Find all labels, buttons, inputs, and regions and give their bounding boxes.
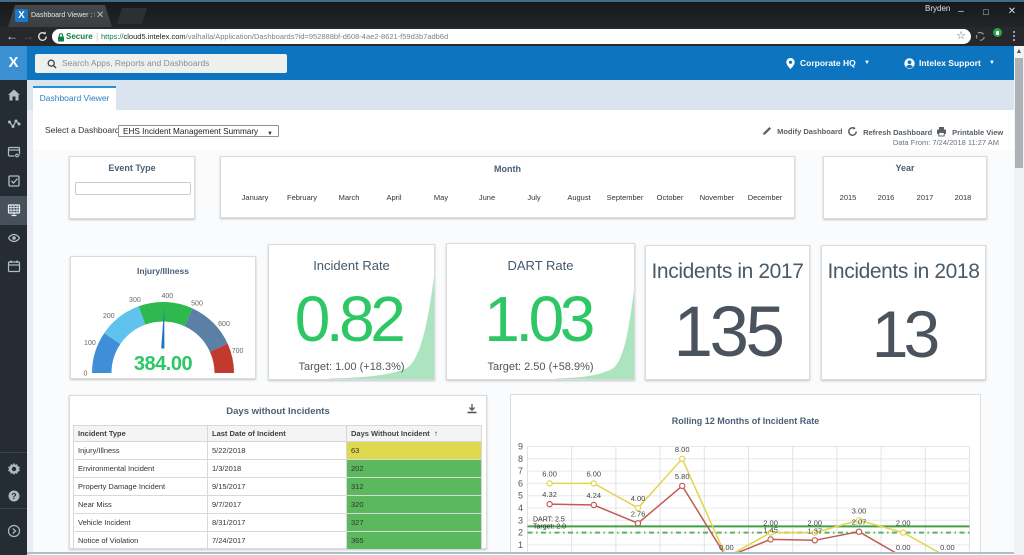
svg-text:0: 0 (84, 371, 88, 378)
svg-text:7: 7 (518, 466, 523, 476)
svg-text:?: ? (11, 491, 16, 501)
svg-text:0.00: 0.00 (940, 543, 955, 552)
svg-text:2.76: 2.76 (631, 509, 646, 518)
svg-text:1.37: 1.37 (807, 526, 822, 535)
svg-text:2.00: 2.00 (807, 519, 822, 528)
svg-text:0.00: 0.00 (896, 543, 911, 552)
svg-text:1: 1 (518, 540, 523, 550)
svg-text:6.00: 6.00 (542, 469, 557, 478)
svg-text:0.00: 0.00 (719, 543, 734, 552)
svg-text:8: 8 (518, 454, 523, 464)
svg-text:Target: 2.0: Target: 2.0 (533, 524, 566, 531)
svg-text:4.00: 4.00 (631, 494, 646, 503)
svg-text:DART: 2.5: DART: 2.5 (533, 517, 565, 524)
svg-text:2.00: 2.00 (896, 519, 911, 528)
svg-text:5.80: 5.80 (675, 472, 690, 481)
svg-text:2.00: 2.00 (763, 519, 778, 528)
svg-text:6: 6 (518, 478, 523, 488)
svg-text:700: 700 (232, 348, 244, 355)
svg-text:200: 200 (103, 313, 115, 320)
svg-text:6.00: 6.00 (586, 469, 601, 478)
svg-text:300: 300 (129, 297, 141, 304)
svg-text:100: 100 (84, 340, 96, 347)
svg-text:4.24: 4.24 (586, 491, 601, 500)
svg-text:3: 3 (518, 515, 523, 525)
svg-text:5: 5 (518, 491, 523, 501)
svg-text:2.07: 2.07 (852, 518, 867, 527)
svg-text:4: 4 (518, 503, 523, 513)
svg-text:3.00: 3.00 (852, 506, 867, 515)
svg-text:600: 600 (218, 321, 230, 328)
svg-text:4.32: 4.32 (542, 490, 557, 499)
svg-text:9: 9 (518, 442, 523, 452)
svg-text:1.45: 1.45 (763, 525, 778, 534)
svg-text:2: 2 (518, 528, 523, 538)
svg-text:500: 500 (191, 301, 203, 308)
svg-text:400: 400 (161, 293, 173, 300)
svg-text:8.00: 8.00 (675, 445, 690, 454)
